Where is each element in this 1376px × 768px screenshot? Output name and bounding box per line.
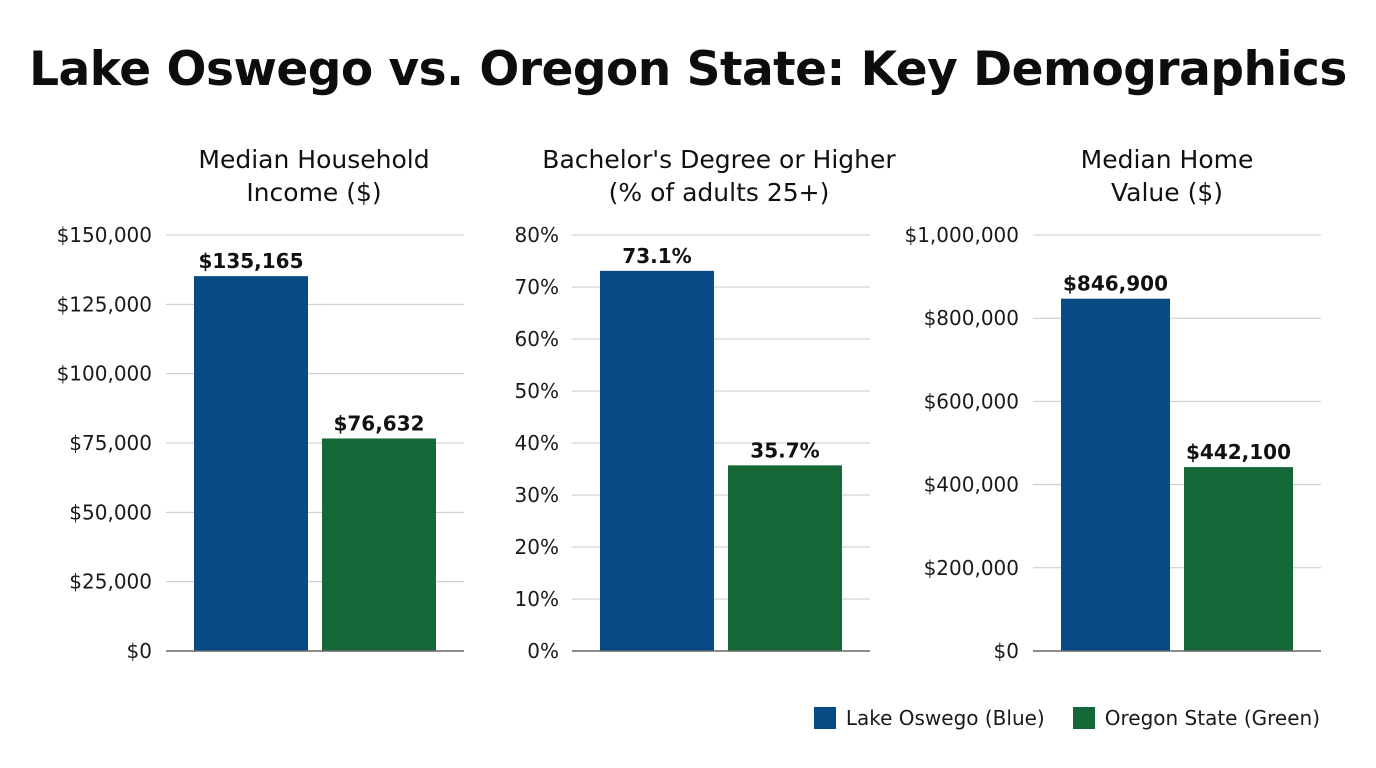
- chart-2-tick-label: 80%: [515, 223, 559, 247]
- chart-2-value-label-oregon-state: 35.7%: [750, 438, 819, 462]
- chart-3-tick-label: $600,000: [924, 389, 1019, 413]
- chart-3-tick-label: $800,000: [924, 306, 1019, 330]
- chart-2-title-line-2: (% of adults 25+): [609, 178, 830, 207]
- chart-1-bar-oregon-state: [322, 438, 436, 651]
- chart-3-bar-oregon-state: [1184, 467, 1293, 651]
- chart-3-title-line-1: Median Home: [1081, 145, 1254, 174]
- chart-3-tick-label: $200,000: [924, 556, 1019, 580]
- legend: Lake Oswego (Blue) Oregon State (Green): [786, 706, 1320, 730]
- chart-2-title-line-1: Bachelor's Degree or Higher: [542, 145, 896, 174]
- legend-item-oregon-state: Oregon State (Green): [1072, 706, 1320, 730]
- chart-3-bar-lake-oswego: [1061, 298, 1170, 651]
- chart-1-tick-label: $0: [127, 639, 152, 663]
- chart-1-tick-label: $25,000: [69, 570, 152, 594]
- chart-2: Bachelor's Degree or Higher (% of adults …: [515, 145, 897, 663]
- chart-3: Median Home Value ($) $0 $200,000 $400,000 $6…: [904, 145, 1321, 663]
- chart-1: Median Household Income ($) $0 $25,000 $50,0…: [57, 145, 464, 663]
- chart-2-tick-label: 60%: [515, 327, 559, 351]
- chart-1-value-label-oregon-state: $76,632: [333, 411, 424, 435]
- chart-2-tick-label: 10%: [515, 587, 559, 611]
- chart-1-bar-lake-oswego: [194, 276, 308, 651]
- chart-2-tick-label: 20%: [515, 535, 559, 559]
- chart-2-bar-oregon-state: [728, 465, 842, 651]
- chart-3-tick-label: $400,000: [924, 473, 1019, 497]
- chart-2-bar-lake-oswego: [600, 270, 714, 651]
- chart-2-tick-label: 40%: [515, 431, 559, 455]
- chart-2-tick-label: 30%: [515, 483, 559, 507]
- chart-3-value-label-oregon-state: $442,100: [1186, 440, 1291, 464]
- legend-swatch-lake-oswego: [813, 707, 836, 729]
- chart-3-title-line-2: Value ($): [1111, 178, 1223, 207]
- legend-item-lake-oswego: Lake Oswego (Blue): [813, 706, 1045, 730]
- chart-2-tick-label: 50%: [515, 379, 559, 403]
- legend-label-oregon-state: Oregon State (Green): [1104, 706, 1320, 730]
- charts-canvas: Median Household Income ($) $0 $25,000 $50,0…: [57, 145, 1321, 663]
- chart-1-tick-label: $100,000: [57, 362, 152, 386]
- chart-3-value-label-lake-oswego: $846,900: [1063, 272, 1168, 296]
- chart-3-tick-label: $1,000,000: [904, 223, 1019, 247]
- chart-1-tick-label: $50,000: [69, 500, 152, 524]
- legend-swatch-oregon-state: [1072, 707, 1095, 729]
- chart-1-title-line-1: Median Household: [198, 145, 429, 174]
- chart-2-tick-label: 70%: [515, 275, 559, 299]
- chart-1-tick-label: $150,000: [57, 223, 152, 247]
- chart-1-tick-label: $75,000: [69, 431, 152, 455]
- legend-label-lake-oswego: Lake Oswego (Blue): [845, 706, 1045, 730]
- chart-2-value-label-lake-oswego: 73.1%: [622, 244, 691, 268]
- chart-1-title-line-2: Income ($): [246, 178, 381, 207]
- chart-3-tick-label: $0: [994, 639, 1019, 663]
- chart-1-value-label-lake-oswego: $135,165: [198, 249, 303, 273]
- chart-2-tick-label: 0%: [527, 639, 559, 663]
- chart-1-tick-label: $125,000: [57, 292, 152, 316]
- page-title: Lake Oswego vs. Oregon State: Key Demogr…: [29, 42, 1347, 97]
